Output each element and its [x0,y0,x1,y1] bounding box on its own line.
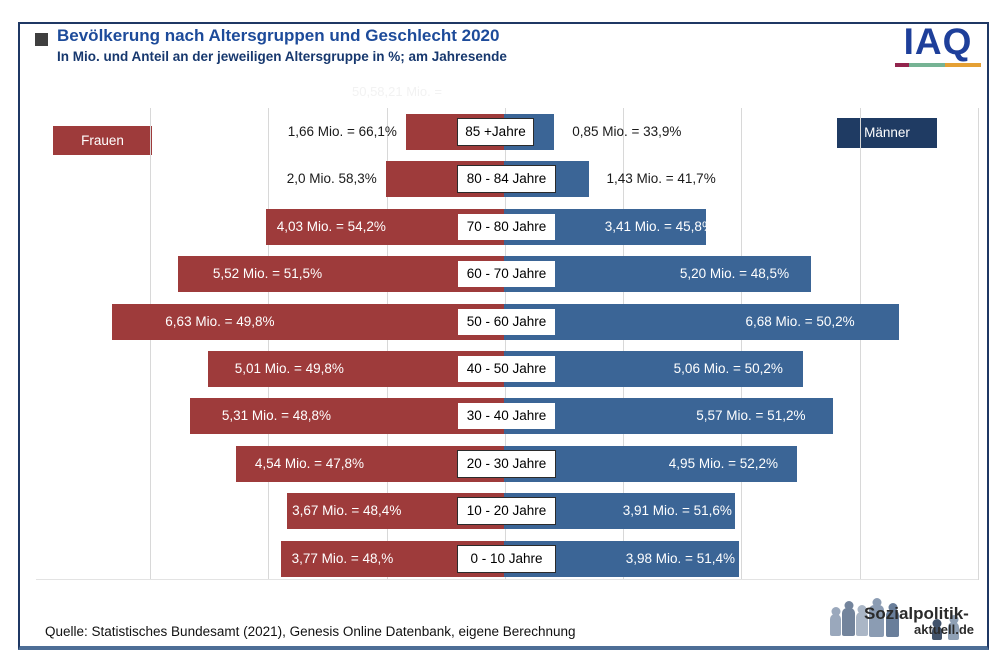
maenner-value-label: 3,91 Mio. = 51,6% [622,503,732,519]
page-frame-border [18,22,989,650]
people-silhouette-icon [932,626,942,640]
axis-gridline [623,108,624,580]
axis-baseline [36,579,978,580]
legend-frauen: Frauen [53,126,152,155]
iaq-logo-text: IAQ [903,21,973,62]
axis-gridline [505,108,506,580]
sozialpolitik-aktuell-logo: Sozialpolitik- aktuell.de [828,596,978,644]
frauen-value-label: 6,63 Mio. = 49,8% [165,313,275,329]
frauen-value-label: 3,77 Mio. = 48,% [291,550,394,566]
frauen-value-label: 5,31 Mio. = 48,8% [221,408,332,424]
page-title: Bevölkerung nach Altersgruppen und Gesch… [57,26,500,45]
people-silhouette-icon [948,622,959,640]
bar-maenner [504,303,899,340]
bar-maenner [504,256,812,293]
people-silhouette-icon [869,605,884,637]
axis-gridline [978,108,979,580]
frauen-value-label: 4,03 Mio. = 54,2% [276,218,386,234]
people-silhouette-icon [886,610,899,637]
maenner-value-label: 5,06 Mio. = 50,2% [673,361,783,376]
iaq-underline-orange [944,63,981,67]
frauen-value-label: 4,54 Mio. = 47,8% [254,455,365,471]
source-citation: Quelle: Statistisches Bundesamt (2021), … [45,624,576,639]
maenner-value-label: 5,20 Mio. = 48,5% [679,266,790,282]
age-group-label: 60 - 70 Jahre [458,261,555,288]
bar-frauen [112,303,504,340]
axis-gridline [268,108,269,580]
bar-frauen [177,256,504,293]
frauen-value-label: 5,52 Mio. = 51,5% [212,266,323,282]
maenner-value-label: 0,85 Mio. = 33,9% [572,124,682,139]
age-group-label: 10 - 20 Jahre [457,497,556,526]
people-silhouette-icon [830,614,841,636]
bar-frauen [190,398,504,435]
age-group-label: 30 - 40 Jahre [458,403,555,430]
page-subtitle: In Mio. und Anteil an der jeweiligen Alt… [57,49,507,64]
age-group-label: 0 - 10 Jahre [457,544,556,573]
sozialpolitik-logo-text-domain: aktuell.de [914,622,974,637]
legend-maenner: Männer [837,118,937,148]
iaq-logo: IAQ [893,22,983,67]
iaq-logo-underline [895,63,981,67]
frauen-value-label: 2,0 Mio. 58,3% [286,171,377,187]
iaq-underline-maroon [895,63,909,67]
bar-maenner [504,398,834,435]
axis-gridline [741,108,742,580]
ghost-watermark-text: 50,58,21 Mio. = [352,84,442,99]
maenner-value-label: 4,95 Mio. = 52,2% [668,455,778,471]
frauen-value-label: 5,01 Mio. = 49,8% [234,361,344,376]
frauen-value-label: 1,66 Mio. = 66,1% [287,124,397,139]
maenner-value-label: 5,57 Mio. = 51,2% [696,408,806,424]
age-group-label: 50 - 60 Jahre [458,308,555,335]
age-group-label: 40 - 50 Jahre [458,356,555,382]
maenner-value-label: 3,98 Mio. = 51,4% [625,550,735,566]
axis-gridline [860,108,861,580]
frauen-value-label: 3,67 Mio. = 48,4% [292,503,402,519]
title-bullet-square [35,33,48,46]
age-group-label: 70 - 80 Jahre [458,213,555,240]
age-group-label: 85 +Jahre [457,118,534,146]
maenner-value-label: 1,43 Mio. = 41,7% [606,171,716,187]
age-group-label: 20 - 30 Jahre [457,449,556,478]
sozialpolitik-logo-text: Sozialpolitik- [864,604,969,623]
iaq-underline-green [908,63,945,67]
axis-gridline [387,108,388,580]
people-silhouette-icon [856,612,868,636]
people-silhouette-icon [842,608,855,636]
age-group-label: 80 - 84 Jahre [457,165,556,194]
axis-gridline [150,108,151,580]
maenner-value-label: 6,68 Mio. = 50,2% [745,313,855,329]
bar-frauen [207,351,504,387]
maenner-value-label: 3,41 Mio. = 45,8% [604,218,714,234]
